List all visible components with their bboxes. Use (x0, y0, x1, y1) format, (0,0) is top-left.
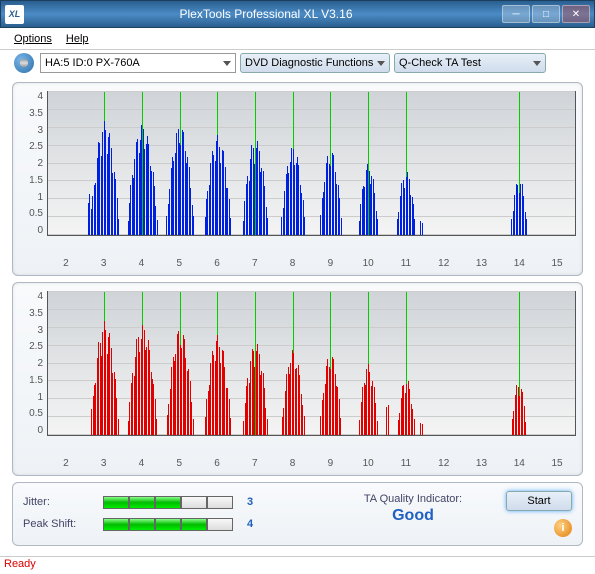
mode-dropdown-value: DVD Diagnostic Functions (245, 57, 373, 69)
menu-options[interactable]: Options (14, 33, 52, 45)
y-axis-bottom: 43.532.521.510.50 (19, 291, 47, 436)
jitter-row: Jitter: 3 (23, 491, 328, 513)
results-panel: Jitter: 3 Peak Shift: 4 TA Quality Indic… (12, 482, 583, 546)
close-button[interactable]: ✕ (562, 5, 590, 23)
window-title: PlexTools Professional XL V3.16 (30, 7, 502, 21)
quality-value: Good (328, 507, 498, 525)
menu-help[interactable]: Help (66, 33, 89, 45)
jitter-meter (103, 496, 233, 509)
statusbar: Ready (0, 556, 595, 574)
menubar: Options Help (0, 28, 595, 50)
peakshift-meter (103, 518, 233, 531)
chart-panel-top: 43.532.521.510.50 23456789101112131415 (12, 82, 583, 276)
mode-dropdown[interactable]: DVD Diagnostic Functions (240, 53, 390, 73)
chart-panel-bottom: 43.532.521.510.50 23456789101112131415 (12, 282, 583, 476)
status-text: Ready (4, 558, 36, 570)
peakshift-value: 4 (247, 518, 253, 530)
device-icon (14, 53, 34, 73)
app-icon: XL (5, 5, 24, 24)
y-axis-top: 43.532.521.510.50 (19, 91, 47, 236)
minimize-button[interactable]: ─ (502, 5, 530, 23)
test-dropdown-value: Q-Check TA Test (399, 57, 481, 69)
jitter-value: 3 (247, 496, 253, 508)
quality-label: TA Quality Indicator: (328, 493, 498, 505)
peakshift-label: Peak Shift: (23, 518, 95, 530)
x-axis-top: 23456789101112131415 (19, 255, 576, 271)
titlebar: XL PlexTools Professional XL V3.16 ─ □ ✕ (0, 0, 595, 28)
test-dropdown[interactable]: Q-Check TA Test (394, 53, 546, 73)
toolbar: HA:5 ID:0 PX-760A DVD Diagnostic Functio… (0, 50, 595, 76)
peakshift-row: Peak Shift: 4 (23, 513, 328, 535)
info-icon[interactable]: i (554, 519, 572, 537)
quality-indicator: TA Quality Indicator: Good (328, 493, 498, 525)
maximize-button[interactable]: □ (532, 5, 560, 23)
plot-bottom (47, 291, 576, 436)
x-axis-bottom: 23456789101112131415 (19, 455, 576, 471)
device-dropdown-value: HA:5 ID:0 PX-760A (45, 57, 140, 69)
plot-top (47, 91, 576, 236)
start-button[interactable]: Start (506, 491, 572, 511)
device-dropdown[interactable]: HA:5 ID:0 PX-760A (40, 53, 236, 73)
jitter-label: Jitter: (23, 496, 95, 508)
